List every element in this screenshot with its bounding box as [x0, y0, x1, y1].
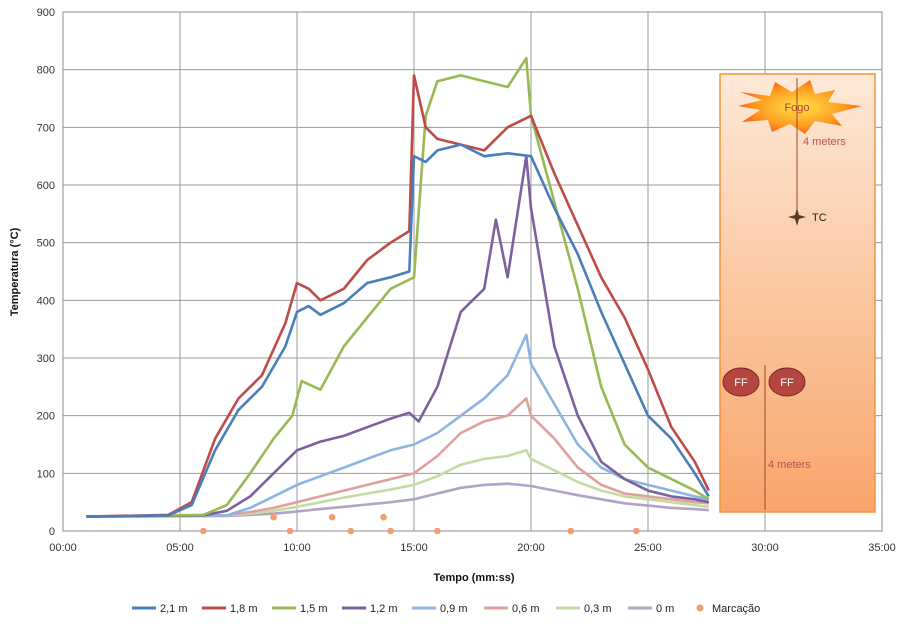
legend-label: 0,3 m	[584, 603, 612, 615]
legend-label: 0,9 m	[440, 603, 468, 615]
legend-swatch	[696, 604, 704, 612]
y-tick-label: 300	[37, 353, 55, 365]
marcacao-point	[387, 527, 394, 535]
legend-label: 0,6 m	[512, 603, 540, 615]
legend-item: 2,1 m	[132, 603, 188, 615]
x-axis-label: Tempo (mm:ss)	[433, 572, 514, 584]
legend-item: Marcação	[696, 603, 760, 615]
legend-item: 0,9 m	[412, 603, 468, 615]
x-tick-label: 05:00	[166, 542, 194, 554]
y-tick-label: 100	[37, 468, 55, 480]
marcacao-point	[633, 527, 640, 535]
x-axis-ticks: 00:00 05:00 10:00 15:00 20:00 25:00 30:00 35:00	[49, 542, 896, 554]
y-tick-label: 0	[49, 526, 55, 538]
y-tick-label: 600	[37, 180, 55, 192]
legend-item: 1,5 m	[272, 603, 328, 615]
y-tick-label: 900	[37, 7, 55, 19]
distance-bottom-label: 4 meters	[768, 459, 811, 471]
y-tick-label: 500	[37, 238, 55, 250]
legend-item: 0,6 m	[484, 603, 540, 615]
x-tick-label: 15:00	[400, 542, 428, 554]
x-tick-label: 10:00	[283, 542, 311, 554]
x-tick-label: 30:00	[751, 542, 779, 554]
series-line-1-2-m	[86, 154, 710, 518]
plot-border	[62, 11, 883, 532]
firefighter-1-label: FF	[734, 377, 748, 389]
legend: 2,1 m 1,8 m 1,5 m 1,2 m 0,9 m 0,6 m 0,3 m 0 m Ma…	[132, 603, 760, 615]
firefighter-2-icon	[768, 367, 806, 397]
y-tick-label: 800	[37, 65, 55, 77]
legend-label: Marcação	[712, 603, 760, 615]
legend-label: 0 m	[656, 603, 674, 615]
x-tick-label: 20:00	[517, 542, 545, 554]
marcacao-point	[200, 527, 207, 535]
marcacao-point	[347, 527, 355, 535]
y-axis-label: Temperatura (°C)	[9, 227, 21, 316]
legend-item: 0,3 m	[556, 603, 612, 615]
marcacao-point	[286, 527, 294, 535]
thermocouple-label: TC	[812, 212, 827, 224]
series-line-1-5-m	[86, 56, 710, 518]
y-tick-label: 700	[37, 122, 55, 134]
y-axis-ticks: 0 100 200 300 400 500 600 700 800 900	[37, 7, 55, 538]
distance-top-label: 4 meters	[803, 136, 846, 148]
fire-burst-icon	[738, 80, 862, 134]
series-line-0-m	[86, 482, 709, 518]
firefighter-1-icon	[722, 367, 760, 397]
series-layer	[86, 56, 710, 518]
legend-label: 1,8 m	[230, 603, 258, 615]
inset-diagram: Fogo 4 meters TC FF FF 4 meters	[719, 73, 876, 513]
x-tick-label: 00:00	[49, 542, 77, 554]
marcacao-point	[380, 513, 387, 521]
marcacao-point	[328, 513, 336, 521]
legend-item: 1,8 m	[202, 603, 258, 615]
marcacao-point	[567, 527, 575, 535]
marcacao-markers	[200, 513, 640, 535]
legend-label: 1,2 m	[370, 603, 398, 615]
series-line-2-1-m	[86, 143, 710, 518]
marcacao-point	[434, 527, 441, 535]
series-line-1-8-m	[86, 74, 710, 518]
plot-area	[62, 11, 883, 532]
y-tick-label: 200	[37, 411, 55, 423]
legend-item: 0 m	[628, 603, 674, 615]
legend-item: 1,2 m	[342, 603, 398, 615]
legend-label: 1,5 m	[300, 603, 328, 615]
legend-label: 2,1 m	[160, 603, 188, 615]
thermocouple-icon	[788, 208, 806, 226]
firefighter-2-label: FF	[780, 377, 794, 389]
y-tick-label: 400	[37, 295, 55, 307]
series-line-0-3-m	[86, 449, 709, 518]
x-tick-label: 25:00	[634, 542, 662, 554]
x-tick-label: 35:00	[868, 542, 896, 554]
marcacao-point	[270, 513, 277, 521]
series-line-0-6-m	[86, 397, 709, 518]
